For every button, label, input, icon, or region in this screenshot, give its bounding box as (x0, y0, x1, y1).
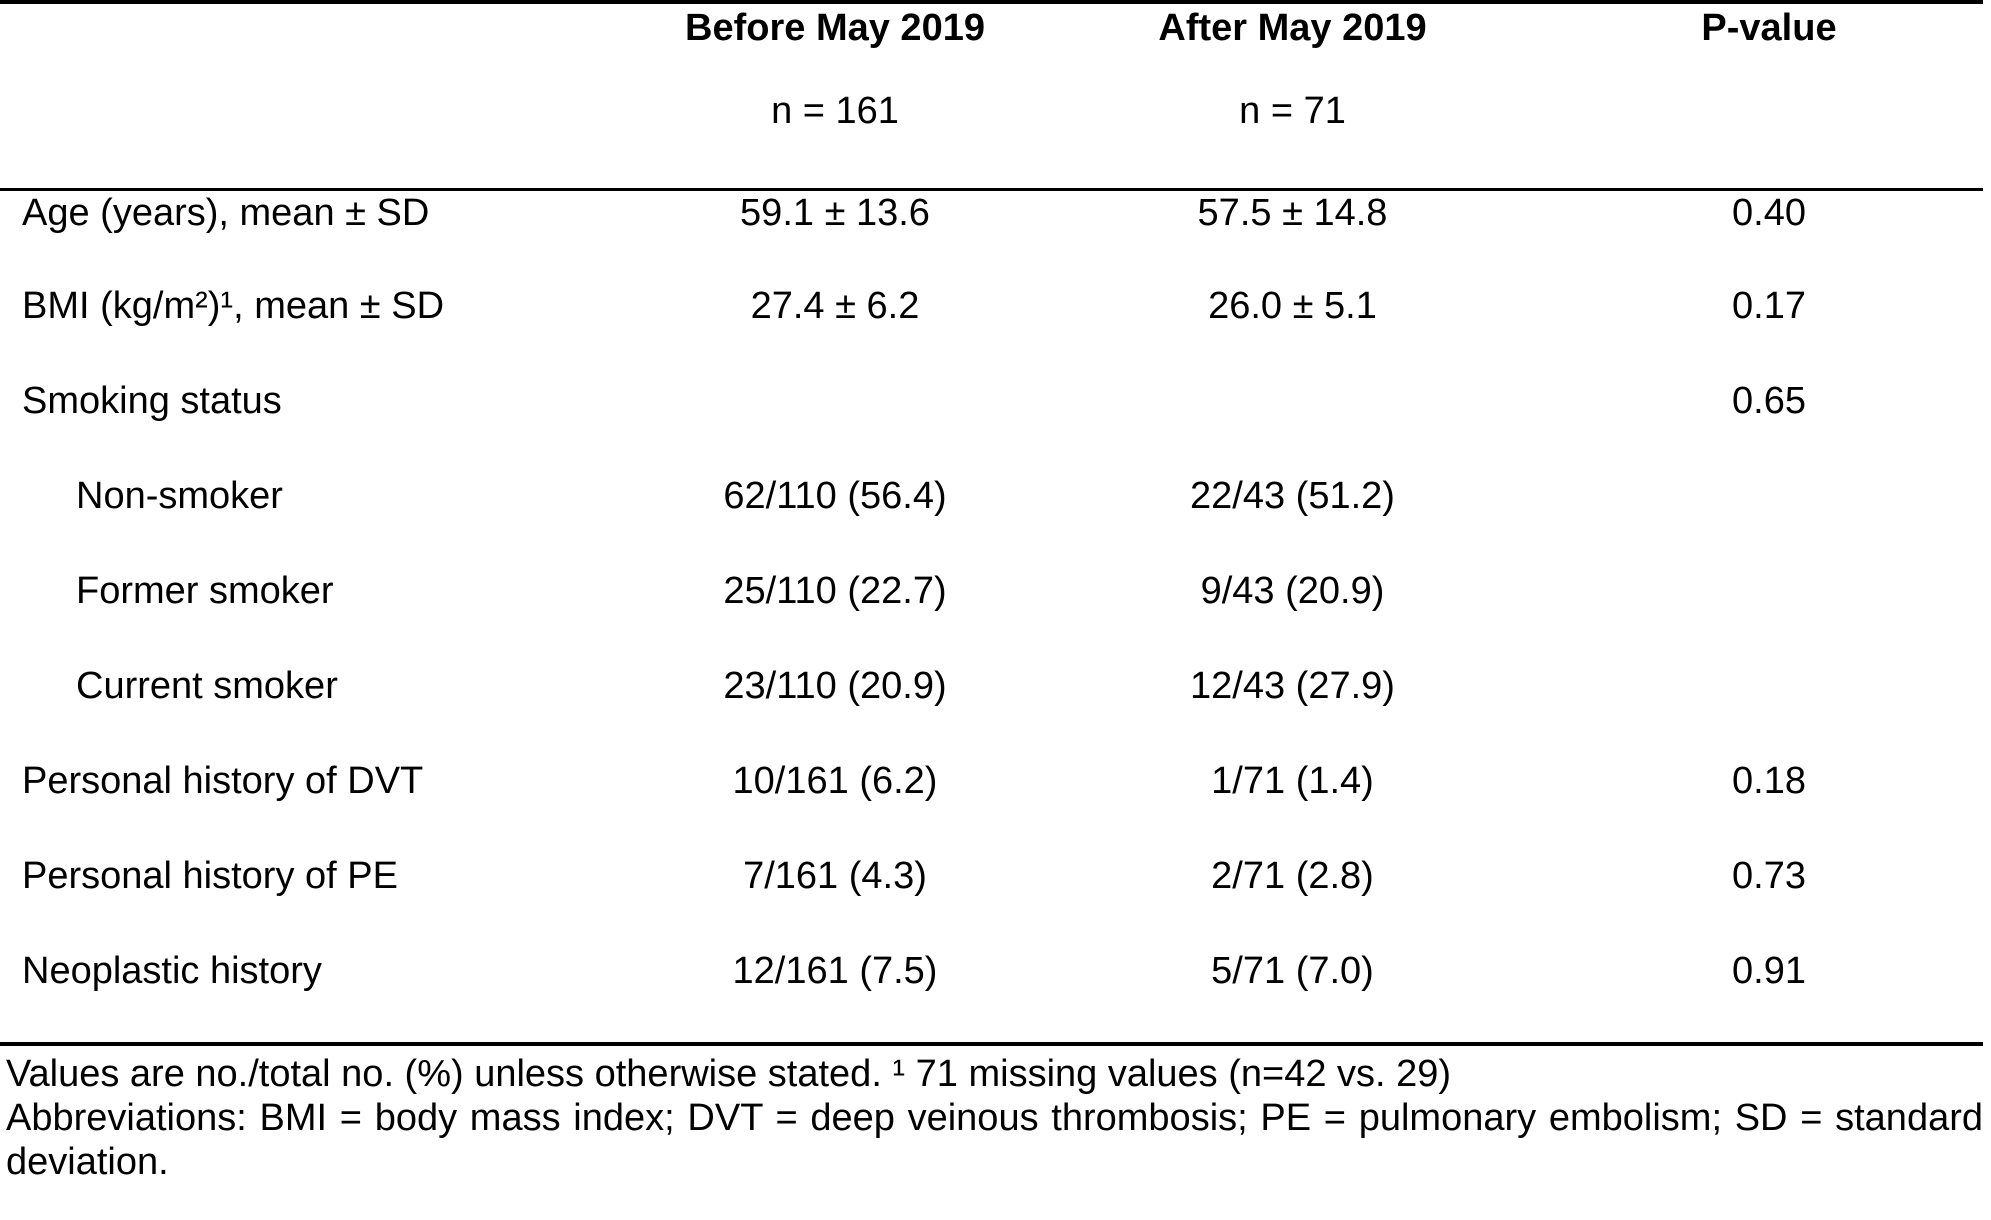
row-label: Current smoker (76, 665, 338, 707)
column-header-after: After May 2019 (1158, 7, 1427, 49)
p-value (1555, 664, 1983, 759)
p-value: 0.73 (1732, 855, 1806, 897)
column-subheader-after-n: n = 71 (1239, 90, 1346, 132)
baseline-characteristics-table: Before May 2019 n = 161 After May 2019 n… (0, 0, 1983, 1046)
after-value: 5/71 (7.0) (1030, 949, 1555, 1046)
p-value (1555, 474, 1983, 569)
before-value: 25/110 (22.7) (723, 570, 947, 612)
table-row-former-smoker: Former smoker 25/110 (22.7) 9/43 (20.9) (0, 569, 1983, 664)
before-value: 62/110 (56.4) (723, 475, 947, 517)
table-row-bmi: BMI (kg/m²)¹, mean ± SD 27.4 ± 6.2 26.0 … (0, 284, 1983, 379)
p-value (1555, 569, 1983, 664)
p-value: 0.40 (1732, 191, 1806, 234)
row-label: Age (years), mean ± SD (22, 191, 430, 234)
after-value: 57.5 ± 14.8 (1197, 191, 1388, 234)
after-value: 1/71 (1.4) (1211, 760, 1374, 802)
row-label: Neoplastic history (0, 949, 640, 1046)
before-value: 10/161 (6.2) (732, 760, 938, 802)
column-header-before: Before May 2019 (685, 7, 985, 49)
footnote-values-note: Values are no./total no. (%) unless othe… (6, 1053, 1452, 1095)
before-value (640, 379, 1030, 474)
p-value: 0.17 (1732, 285, 1806, 327)
column-header-pvalue: P-value (1701, 7, 1837, 49)
header-before-cell: Before May 2019 n = 161 (640, 2, 1030, 191)
row-label: Personal history of PE (22, 855, 398, 897)
column-subheader-before-n: n = 161 (771, 90, 899, 132)
table-header: Before May 2019 n = 161 After May 2019 n… (0, 2, 1983, 191)
table-row-history-pe: Personal history of PE 7/161 (4.3) 2/71 … (0, 854, 1983, 949)
table-row-age: Age (years), mean ± SD 59.1 ± 13.6 57.5 … (0, 189, 1983, 284)
row-label: Non-smoker (76, 475, 283, 517)
after-value: 22/43 (51.2) (1190, 475, 1395, 517)
header-pvalue-cell: P-value (1555, 2, 1983, 191)
header-row: Before May 2019 n = 161 After May 2019 n… (0, 2, 1983, 191)
row-label: Smoking status (22, 380, 282, 422)
before-value: 27.4 ± 6.2 (750, 285, 920, 327)
row-label: BMI (kg/m²)¹, mean ± SD (22, 285, 445, 327)
table-row-history-dvt: Personal history of DVT 10/161 (6.2) 1/7… (0, 759, 1983, 854)
header-after-cell: After May 2019 n = 71 (1030, 2, 1555, 191)
row-label: Personal history of DVT (22, 760, 424, 802)
table-row-smoking-status: Smoking status 0.65 (0, 379, 1983, 474)
after-value: 2/71 (2.8) (1211, 855, 1374, 897)
table-footnotes: Values are no./total no. (%) unless othe… (0, 1052, 1983, 1184)
table-row-current-smoker: Current smoker 23/110 (20.9) 12/43 (27.9… (0, 664, 1983, 759)
table-body: Age (years), mean ± SD 59.1 ± 13.6 57.5 … (0, 189, 1983, 1046)
before-value: 23/110 (20.9) (723, 665, 947, 707)
table-row-neoplastic-history: Neoplastic history 12/161 (7.5) 5/71 (7.… (0, 949, 1983, 1046)
p-value: 0.18 (1732, 760, 1806, 802)
row-label: Former smoker (76, 570, 334, 612)
after-value (1030, 379, 1555, 474)
table-row-non-smoker: Non-smoker 62/110 (56.4) 22/43 (51.2) (0, 474, 1983, 569)
before-value: 12/161 (7.5) (640, 949, 1030, 1046)
after-value: 9/43 (20.9) (1200, 570, 1385, 612)
footnote-abbreviations: Abbreviations: BMI = body mass index; DV… (6, 1097, 1983, 1139)
before-value: 59.1 ± 13.6 (740, 191, 930, 234)
p-value: 0.65 (1732, 380, 1806, 422)
before-value: 7/161 (4.3) (743, 855, 927, 897)
after-value: 12/43 (27.9) (1190, 665, 1395, 707)
p-value: 0.91 (1555, 949, 1983, 1046)
header-stub-cell (0, 2, 640, 191)
footnote-abbreviations-continued: deviation. (6, 1141, 169, 1183)
after-value: 26.0 ± 5.1 (1208, 285, 1377, 327)
